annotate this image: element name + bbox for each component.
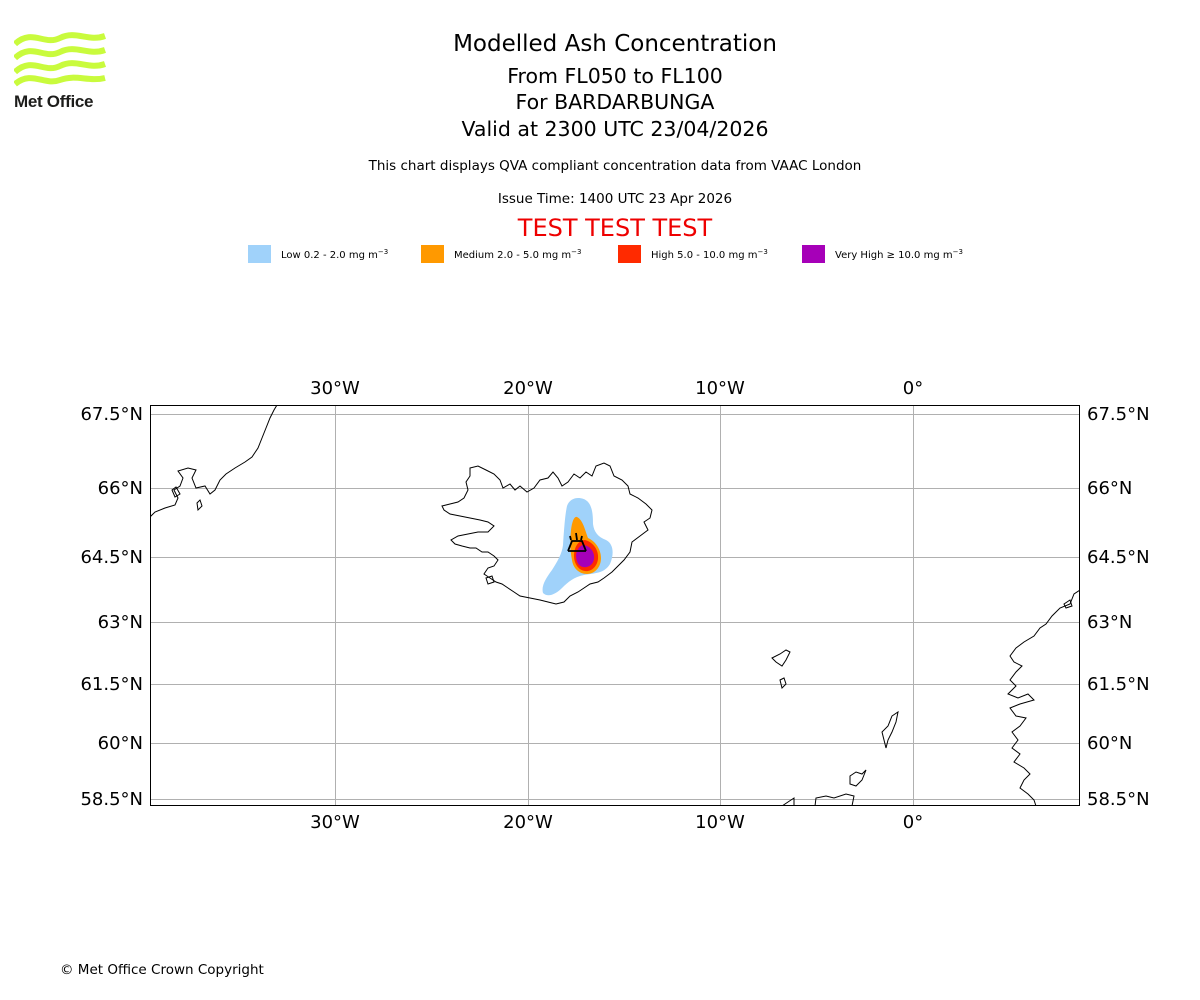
test-banner: TEST TEST TEST: [517, 214, 713, 242]
iceland-coastline: [441, 462, 653, 605]
greenland-coastline: [150, 405, 278, 518]
lat-tick-left: 61.5°N: [80, 674, 143, 695]
logo-text: Met Office: [14, 92, 94, 111]
legend-swatch-low: [248, 245, 271, 263]
legend-swatch-very-high: [802, 245, 825, 263]
volcano-name: For BARDARBUNGA: [515, 90, 715, 114]
lat-tick-right: 58.5°N: [1087, 789, 1150, 810]
legend-item-medium: Medium 2.0 - 5.0 mg m−3: [421, 244, 581, 264]
lat-tick-left: 60°N: [98, 733, 143, 754]
legend-swatch-medium: [421, 245, 444, 263]
volcano-marker-icon: [567, 532, 587, 552]
lon-tick-bottom: 30°W: [310, 812, 360, 833]
flight-levels: From FL050 to FL100: [507, 64, 723, 88]
legend-item-high: High 5.0 - 10.0 mg m−3: [618, 244, 768, 264]
legend-label-very-high: Very High ≥ 10.0 mg m−3: [835, 247, 963, 261]
lat-tick-right: 63°N: [1087, 612, 1132, 633]
lat-tick-left: 67.5°N: [80, 404, 143, 425]
copyright-notice: © Met Office Crown Copyright: [60, 962, 264, 978]
lat-tick-right: 66°N: [1087, 478, 1132, 499]
scotland-coastline: [781, 793, 855, 806]
chart-title: Modelled Ash Concentration: [453, 31, 777, 57]
legend-item-low: Low 0.2 - 2.0 mg m−3: [248, 244, 388, 264]
lat-tick-left: 64.5°N: [80, 547, 143, 568]
chart-description: This chart displays QVA compliant concen…: [368, 158, 862, 174]
lat-tick-left: 63°N: [98, 612, 143, 633]
lat-tick-right: 60°N: [1087, 733, 1132, 754]
lat-tick-left: 66°N: [98, 478, 143, 499]
lon-tick-top: 30°W: [310, 378, 360, 399]
lon-tick-bottom: 0°: [903, 812, 923, 833]
lon-tick-bottom: 10°W: [695, 812, 745, 833]
met-office-logo: Met Office: [12, 30, 106, 112]
graticule: [150, 405, 1080, 806]
legend-label-medium: Medium 2.0 - 5.0 mg m−3: [454, 247, 582, 261]
valid-time: Valid at 2300 UTC 23/04/2026: [461, 117, 769, 141]
faroe-islands-coastline: [771, 649, 791, 689]
lon-tick-top: 0°: [903, 378, 923, 399]
orkney-coastline: [849, 769, 867, 787]
legend: Low 0.2 - 2.0 mg m−3 Medium 2.0 - 5.0 mg…: [0, 244, 1200, 264]
lon-tick-top: 10°W: [695, 378, 745, 399]
lat-tick-left: 58.5°N: [80, 789, 143, 810]
shetland-coastline: [881, 710, 899, 749]
legend-swatch-high: [618, 245, 641, 263]
lat-tick-right: 67.5°N: [1087, 404, 1150, 425]
met-office-waves-icon: [12, 32, 106, 87]
lon-tick-bottom: 20°W: [503, 812, 553, 833]
lat-tick-right: 61.5°N: [1087, 674, 1150, 695]
legend-item-very-high: Very High ≥ 10.0 mg m−3: [802, 244, 963, 264]
lon-tick-top: 20°W: [503, 378, 553, 399]
map-frame: [150, 405, 1080, 806]
issue-time: Issue Time: 1400 UTC 23 Apr 2026: [497, 191, 733, 207]
lat-tick-right: 64.5°N: [1087, 547, 1150, 568]
legend-label-low: Low 0.2 - 2.0 mg m−3: [281, 247, 389, 261]
norway-coastline: [1007, 589, 1080, 806]
legend-label-high: High 5.0 - 10.0 mg m−3: [651, 247, 768, 261]
